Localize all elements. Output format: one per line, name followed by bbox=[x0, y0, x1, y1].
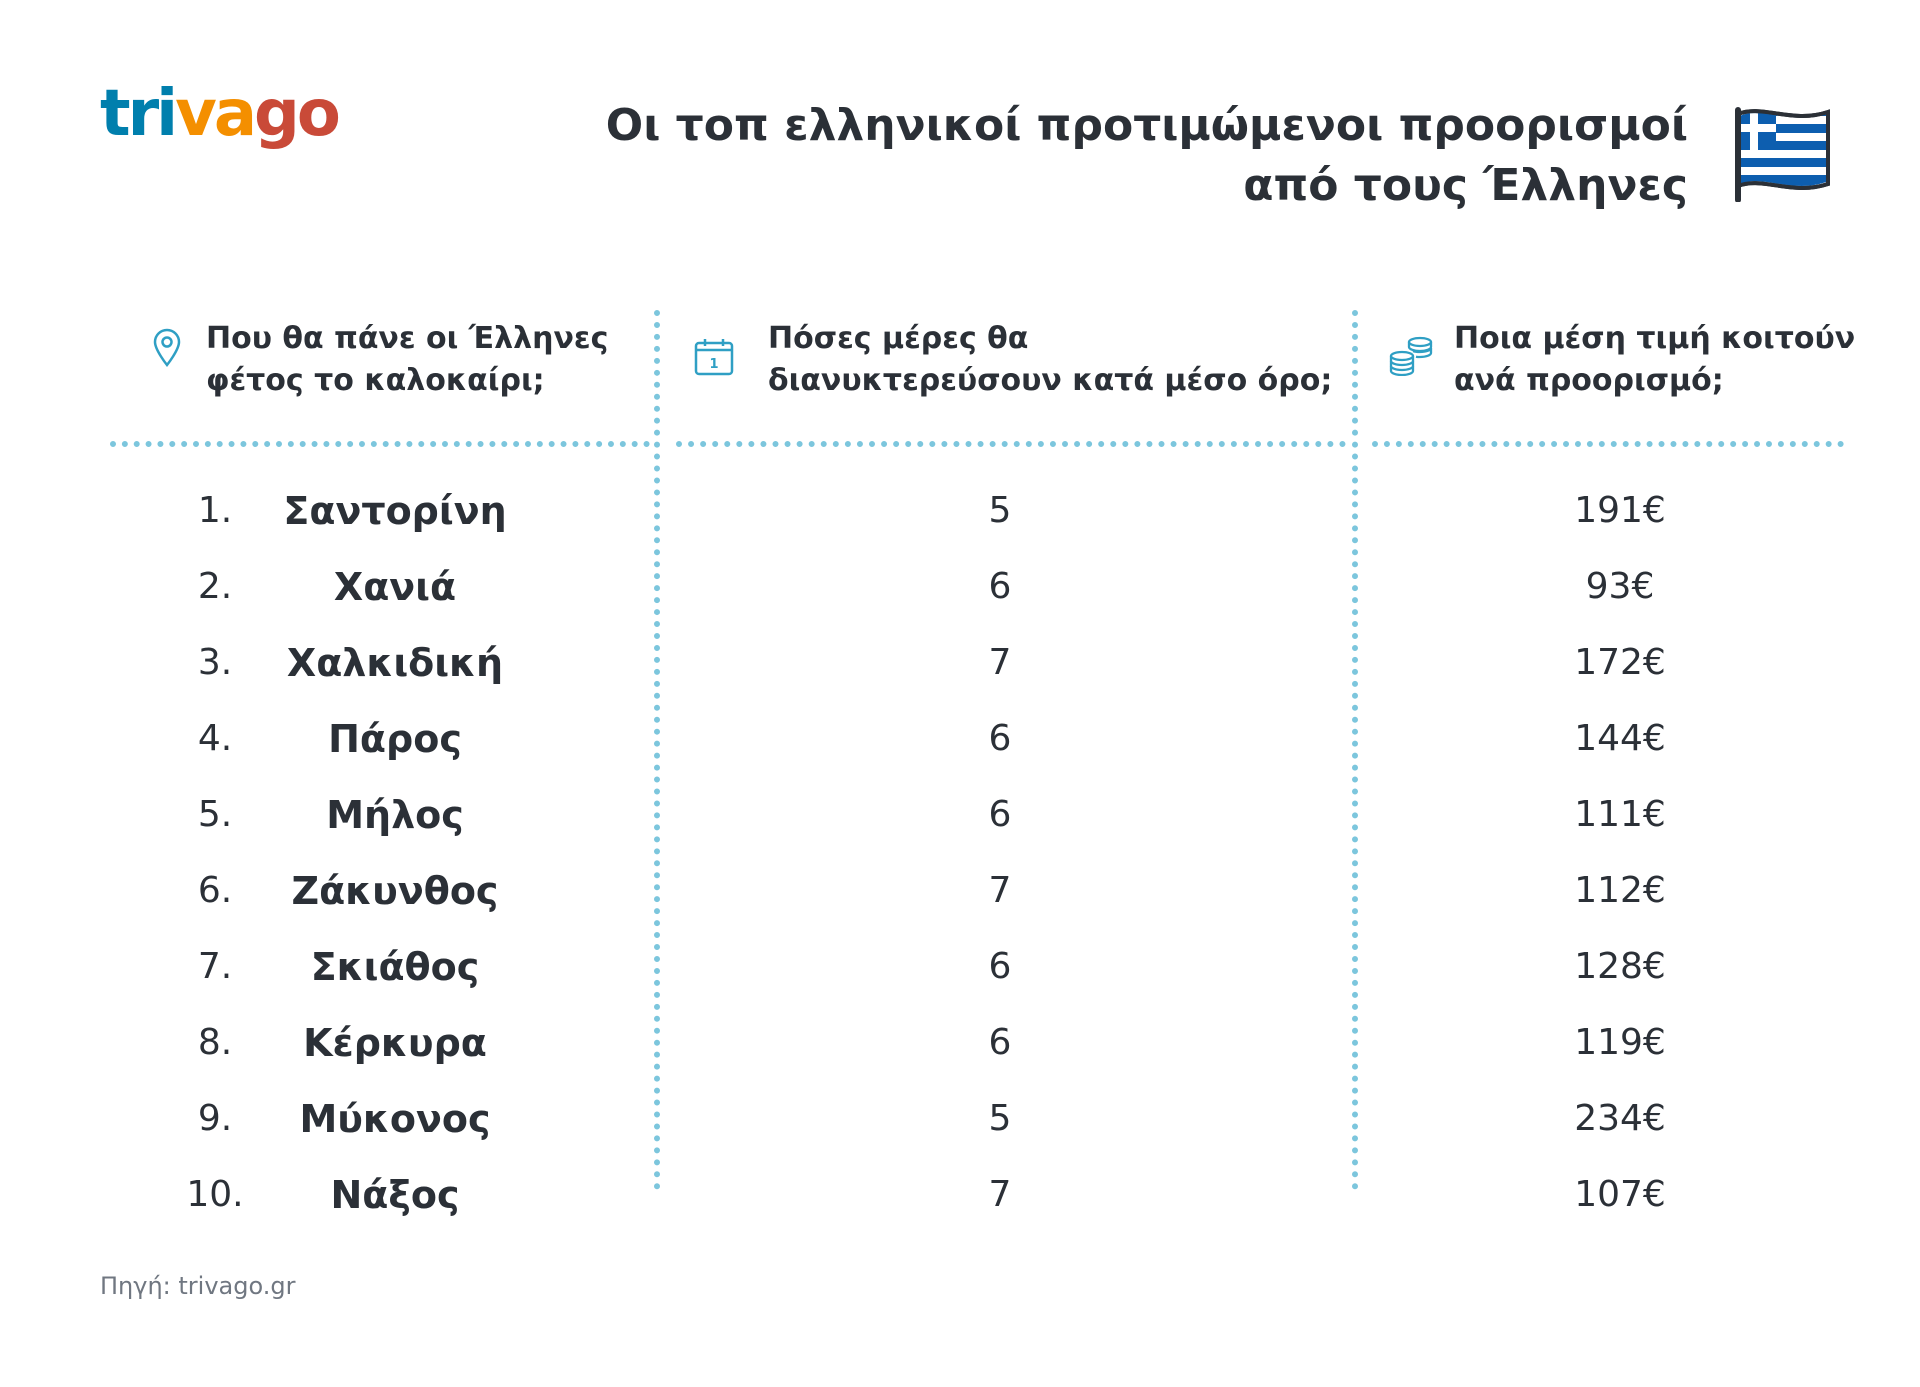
row-destination: Μύκονος bbox=[299, 1097, 491, 1141]
coins-icon bbox=[1389, 336, 1433, 376]
row-destination: Κέρκυρα bbox=[303, 1021, 487, 1065]
header-divider-1 bbox=[110, 441, 650, 447]
row-rank: 8. bbox=[197, 1022, 233, 1063]
row-price: 107€ bbox=[1574, 1174, 1666, 1215]
row-price: 234€ bbox=[1574, 1098, 1666, 1139]
table-row: 1. Σαντορίνη 5 191€ bbox=[0, 481, 1920, 541]
calendar-icon: 1 bbox=[694, 339, 734, 376]
row-nights: 6 bbox=[988, 794, 1012, 835]
page-title: Οι τοπ ελληνικοί προτιμώμενοι προορισμοί… bbox=[588, 96, 1688, 216]
row-price: 111€ bbox=[1574, 794, 1666, 835]
column-divider-2 bbox=[1352, 310, 1358, 1190]
row-rank: 5. bbox=[197, 794, 233, 835]
row-nights: 7 bbox=[988, 642, 1012, 683]
row-rank: 2. bbox=[197, 566, 233, 607]
row-price: 191€ bbox=[1574, 490, 1666, 531]
row-destination: Σκιάθος bbox=[310, 945, 480, 989]
row-destination: Χανιά bbox=[333, 565, 457, 609]
logo-part-2: va bbox=[175, 77, 257, 151]
calendar-day-number: 1 bbox=[709, 357, 718, 372]
trivago-logo: trivago bbox=[100, 82, 341, 146]
title-line-1: Οι τοπ ελληνικοί προτιμώμενοι προορισμοί bbox=[605, 100, 1688, 151]
row-price: 172€ bbox=[1574, 642, 1666, 683]
logo-part-3: go bbox=[254, 77, 341, 151]
row-nights: 7 bbox=[988, 870, 1012, 911]
price-header-line-2: ανά προορισμό; bbox=[1454, 363, 1724, 398]
row-nights: 7 bbox=[988, 1174, 1012, 1215]
row-nights: 5 bbox=[988, 1098, 1012, 1139]
greece-flag-icon bbox=[1735, 107, 1830, 202]
row-price: 112€ bbox=[1574, 870, 1666, 911]
header-divider-3 bbox=[1372, 441, 1844, 447]
title-line-2: από τους Έλληνες bbox=[1243, 160, 1688, 211]
row-destination: Ζάκυνθος bbox=[291, 869, 499, 913]
row-rank: 7. bbox=[197, 946, 233, 987]
row-nights: 6 bbox=[988, 946, 1012, 987]
logo-part-1: tri bbox=[100, 77, 178, 151]
row-destination: Μήλος bbox=[326, 793, 464, 837]
row-price: 128€ bbox=[1574, 946, 1666, 987]
row-rank: 10. bbox=[186, 1174, 244, 1215]
table-row: 7. Σκιάθος 6 128€ bbox=[0, 937, 1920, 997]
destination-header-line-2: φέτος το καλοκαίρι; bbox=[206, 363, 545, 398]
row-destination: Νάξος bbox=[330, 1173, 460, 1217]
row-rank: 1. bbox=[197, 490, 233, 531]
table-row: 4. Πάρος 6 144€ bbox=[0, 709, 1920, 769]
destination-header-line-1: Που θα πάνε οι Έλληνες bbox=[206, 321, 609, 356]
location-pin-icon bbox=[153, 328, 181, 368]
row-nights: 6 bbox=[988, 718, 1012, 759]
table-row: 5. Μήλος 6 111€ bbox=[0, 785, 1920, 845]
row-destination: Πάρος bbox=[328, 717, 462, 761]
table-row: 9. Μύκονος 5 234€ bbox=[0, 1089, 1920, 1149]
price-header-line-1: Ποια μέση τιμή κοιτούν bbox=[1454, 321, 1856, 356]
row-destination: Χαλκιδική bbox=[286, 641, 504, 685]
row-rank: 4. bbox=[197, 718, 233, 759]
row-rank: 3. bbox=[197, 642, 233, 683]
table-row: 6. Ζάκυνθος 7 112€ bbox=[0, 861, 1920, 921]
row-rank: 9. bbox=[197, 1098, 233, 1139]
source-note: Πηγή: trivago.gr bbox=[100, 1272, 296, 1300]
table-row: 3. Χαλκιδική 7 172€ bbox=[0, 633, 1920, 693]
row-nights: 5 bbox=[988, 490, 1012, 531]
row-nights: 6 bbox=[988, 1022, 1012, 1063]
table-row: 10. Νάξος 7 107€ bbox=[0, 1165, 1920, 1225]
row-price: 93€ bbox=[1585, 566, 1655, 607]
column-divider-1 bbox=[654, 310, 660, 1190]
row-price: 144€ bbox=[1574, 718, 1666, 759]
nights-header-line-2: διανυκτερεύσουν κατά μέσο όρο; bbox=[768, 363, 1333, 398]
nights-header-line-1: Πόσες μέρες θα bbox=[768, 321, 1029, 356]
row-price: 119€ bbox=[1574, 1022, 1666, 1063]
row-nights: 6 bbox=[988, 566, 1012, 607]
table-row: 8. Κέρκυρα 6 119€ bbox=[0, 1013, 1920, 1073]
table-row: 2. Χανιά 6 93€ bbox=[0, 557, 1920, 617]
header-divider-2 bbox=[676, 441, 1346, 447]
row-rank: 6. bbox=[197, 870, 233, 911]
row-destination: Σαντορίνη bbox=[283, 489, 507, 533]
